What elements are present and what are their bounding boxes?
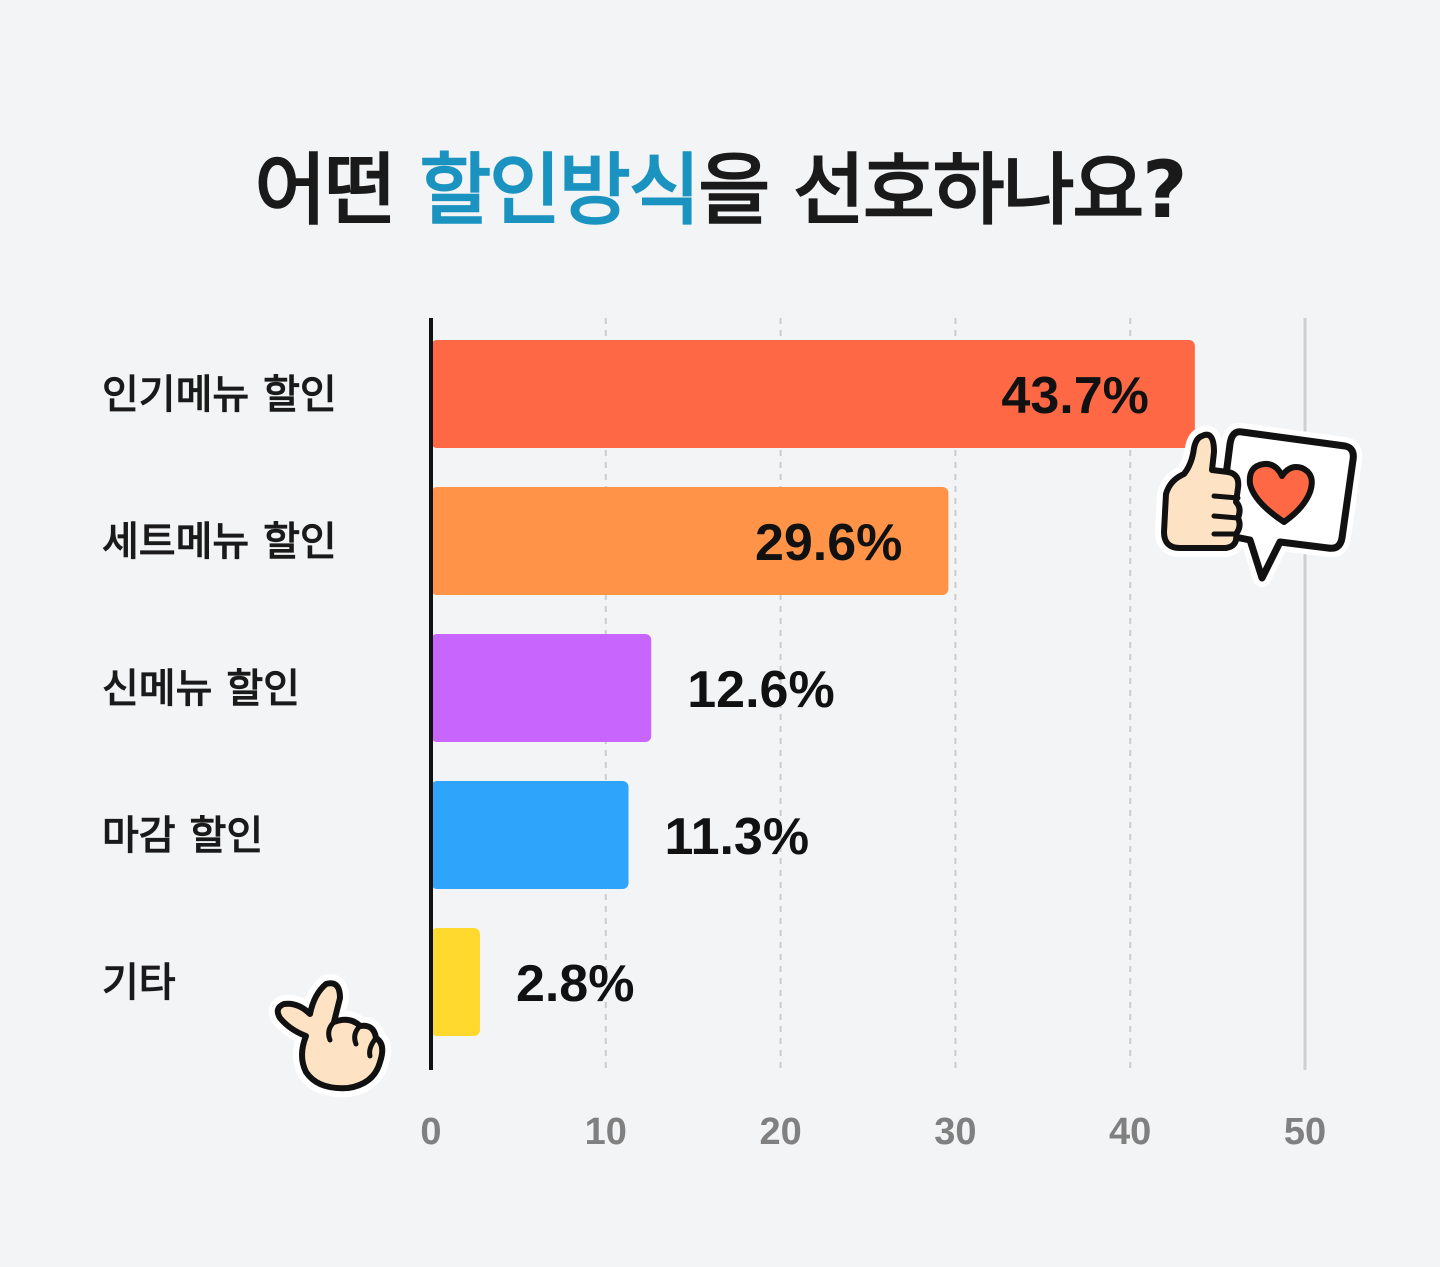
title-accent: 할인방식 [419,146,700,236]
title-prefix: 어떤 [254,146,420,236]
category-label: 마감 할인 [102,813,263,859]
value-label: 11.3% [665,808,810,866]
value-label: 43.7% [1001,367,1148,425]
bar [431,487,949,595]
bar [431,340,1195,448]
category-label: 인기메뉴 할인 [102,372,337,418]
x-tick-label: 0 [420,1111,441,1153]
finger-heart-icon [268,974,392,1098]
title-suffix: 을 선호하나요? [698,146,1187,236]
bar [431,928,480,1036]
page-title: 어떤 할인방식을 선호하나요? [0,128,1440,240]
value-label: 12.6% [687,661,834,719]
category-label: 신메뉴 할인 [102,666,300,712]
category-label: 기타 [102,960,176,1006]
bar [431,781,629,889]
thumbs-up-heart-bubble-icon [1155,422,1363,587]
labels: 0 10 20 30 40 50 인기메뉴 할인 43.7% 세트메뉴 할인 29.6% 신메뉴 할… [102,367,1326,1153]
bar [431,634,652,742]
category-label: 세트메뉴 할인 [102,519,337,565]
x-tick-label: 30 [934,1111,976,1153]
x-tick-label: 10 [585,1111,627,1153]
x-tick-label: 50 [1284,1111,1326,1153]
value-label: 2.8% [516,955,635,1013]
bars [431,340,1195,1036]
x-tick-label: 40 [1109,1111,1151,1153]
x-tick-label: 20 [759,1111,801,1153]
value-label: 29.6% [755,514,902,572]
